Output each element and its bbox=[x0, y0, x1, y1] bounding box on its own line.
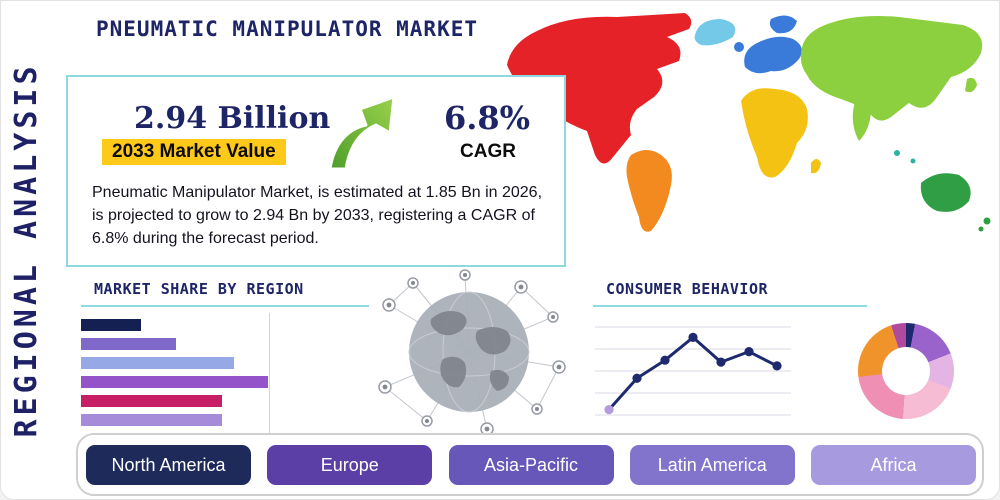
map-asia bbox=[800, 16, 983, 121]
map-island-1 bbox=[894, 150, 900, 156]
region-button-north-america[interactable]: North America bbox=[86, 445, 251, 485]
market-share-section: MARKET SHARE BY REGION bbox=[81, 280, 369, 439]
map-scandinavia bbox=[769, 15, 797, 34]
map-new-zealand bbox=[983, 217, 991, 225]
map-uk bbox=[734, 42, 744, 52]
cagr-value: 6.8% bbox=[444, 99, 531, 137]
map-india bbox=[852, 100, 871, 141]
market-share-bar-0 bbox=[81, 319, 142, 331]
map-madagascar bbox=[811, 159, 821, 174]
market-share-bar-4 bbox=[81, 395, 223, 407]
vertical-title: REGIONAL ANALYSIS bbox=[9, 62, 44, 438]
consumer-behavior-section: CONSUMER BEHAVIOR bbox=[593, 280, 867, 429]
map-south-america bbox=[626, 150, 672, 232]
market-value-label: 2033 Market Value bbox=[102, 139, 286, 165]
market-share-bar-chart bbox=[81, 313, 369, 439]
map-africa bbox=[741, 88, 808, 178]
map-island-2 bbox=[910, 158, 916, 164]
map-japan bbox=[965, 77, 977, 93]
map-europe bbox=[744, 36, 802, 74]
map-greenland bbox=[694, 19, 736, 46]
page-title: PNEUMATIC MANIPULATOR MARKET bbox=[96, 17, 479, 41]
world-map bbox=[507, 13, 991, 232]
region-button-asia-pacific[interactable]: Asia-Pacific bbox=[448, 445, 614, 485]
market-share-title: MARKET SHARE BY REGION bbox=[81, 280, 369, 307]
growth-arrow-icon bbox=[328, 95, 396, 171]
market-share-bar-1 bbox=[81, 338, 177, 350]
map-north-america bbox=[507, 13, 692, 164]
donut-hole bbox=[882, 347, 930, 395]
region-button-latin-america[interactable]: Latin America bbox=[629, 445, 795, 485]
map-new-zealand-2 bbox=[978, 226, 984, 232]
consumer-behavior-line-chart bbox=[595, 326, 791, 416]
map-australia bbox=[920, 173, 971, 212]
region-share-donut-chart bbox=[858, 323, 954, 419]
market-share-bar-3 bbox=[81, 376, 269, 388]
globe-network-icon bbox=[378, 269, 566, 436]
bar-chart-gridline bbox=[269, 313, 270, 439]
market-share-bar-2 bbox=[81, 357, 234, 369]
region-button-africa[interactable]: Africa bbox=[811, 445, 976, 485]
region-button-europe[interactable]: Europe bbox=[267, 445, 433, 485]
market-description: Pneumatic Manipulator Market, is estimat… bbox=[92, 184, 543, 248]
consumer-behavior-title: CONSUMER BEHAVIOR bbox=[593, 280, 867, 307]
market-value: 2.94 Billion bbox=[134, 101, 331, 136]
stats-box: 2.94 Billion 2033 Market Value 6.8% CAGR… bbox=[66, 75, 566, 267]
cagr-label: CAGR bbox=[460, 141, 516, 162]
market-share-bar-5 bbox=[81, 414, 223, 426]
region-buttons: North America Europe Asia-Pacific Latin … bbox=[86, 445, 976, 485]
